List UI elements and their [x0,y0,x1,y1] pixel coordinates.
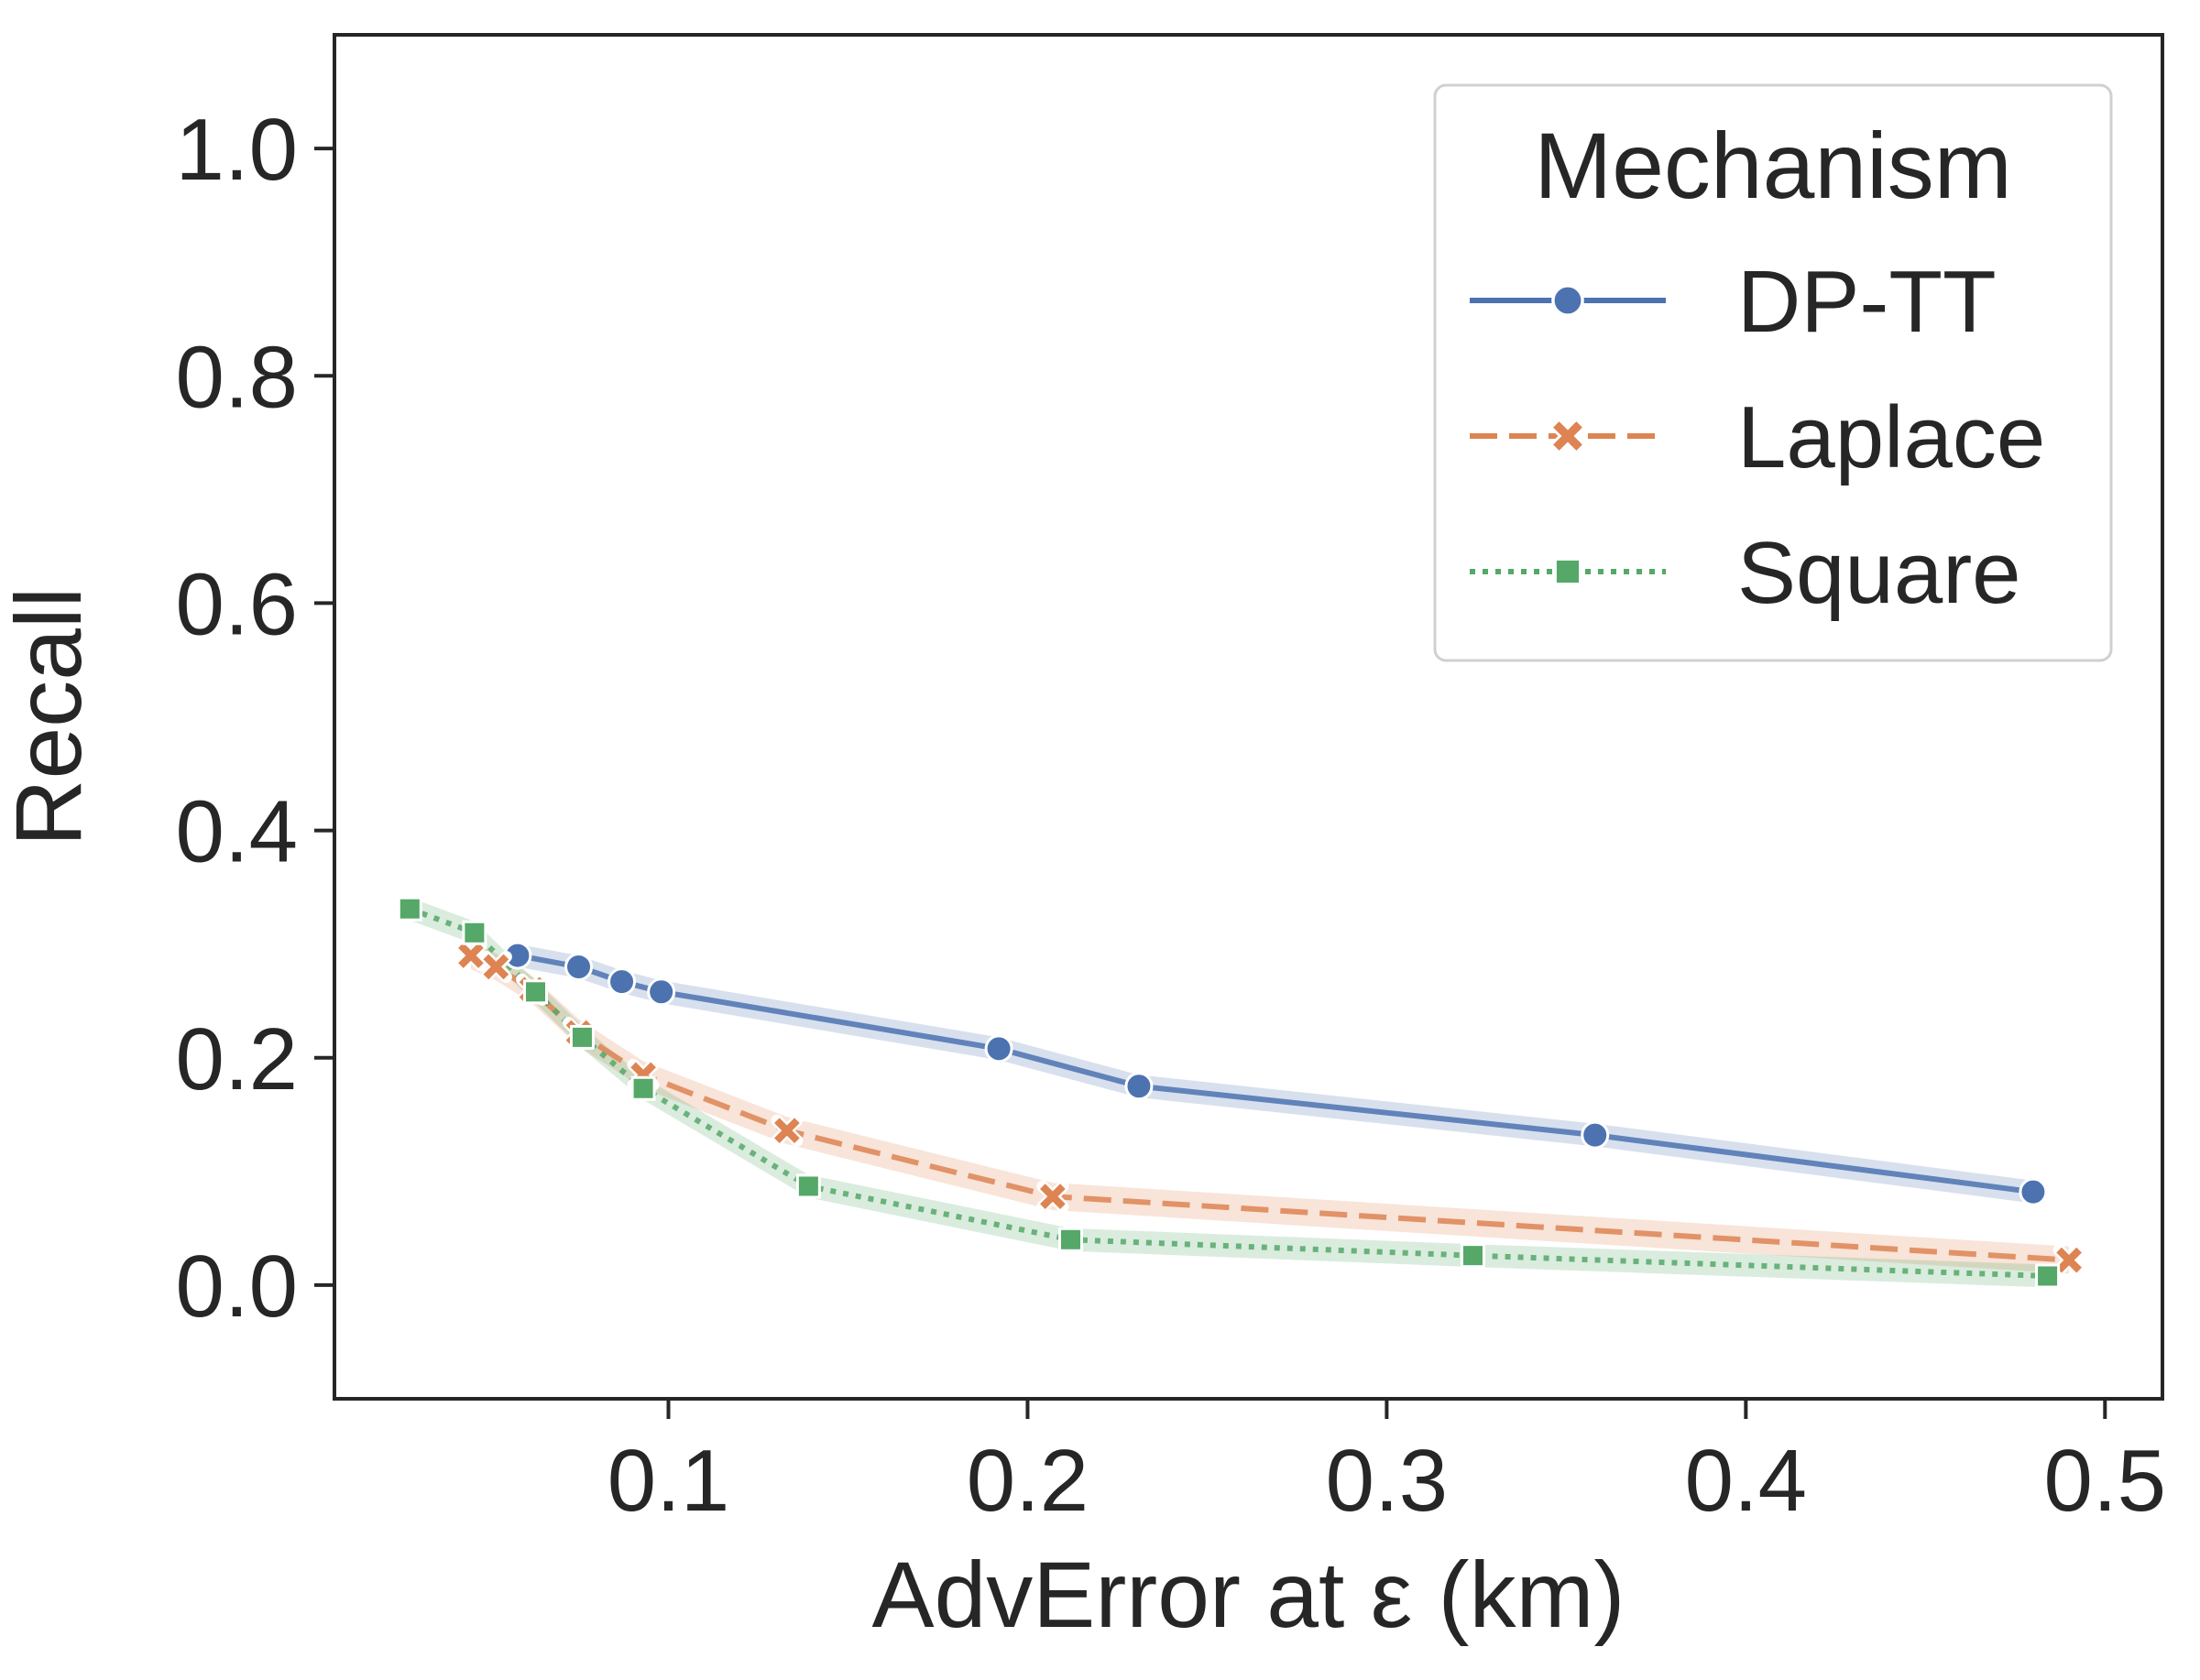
legend: Mechanism DP-TT Laplace Square [1433,83,2113,662]
x-tick-label: 0.5 [2044,1432,2166,1530]
x-tick-label: 0.2 [967,1432,1089,1530]
data-point [397,896,422,922]
legend-items: DP-TT Laplace Square [1470,253,2045,622]
legend-item: DP-TT [1470,253,1997,351]
legend-item: Laplace [1470,388,2045,486]
y-tick-label: 0.4 [176,783,298,881]
y-tick-label: 0.8 [176,328,298,426]
series-markers [397,896,2085,1289]
data-point [2019,1177,2048,1206]
legend-label: Square [1737,524,2021,622]
legend-marker [1551,284,1584,317]
legend-marker [1553,557,1582,586]
data-point [795,1173,821,1199]
legend-box [1433,83,2113,662]
x-tick-label: 0.4 [1685,1432,1807,1530]
plot-area-frame [333,33,2164,1401]
x-tick-label: 0.3 [1326,1432,1448,1530]
y-axis-ticks: 0.0 0.2 0.4 0.6 0.8 1.0 [176,101,334,1336]
data-point [1581,1120,1610,1150]
band-1 [470,942,2070,1274]
legend-label: Laplace [1737,388,2045,486]
data-point [1124,1072,1154,1101]
x-axis-ticks: 0.1 0.2 0.3 0.4 0.5 [607,1399,2166,1530]
legend-item: Square [1470,524,2021,622]
data-point [522,979,548,1005]
data-point [647,977,676,1007]
x-tick-label: 0.1 [607,1432,729,1530]
data-point [564,952,594,981]
y-tick-label: 1.0 [176,101,298,199]
series-line-1 [469,953,2070,1263]
data-point [569,1024,595,1050]
data-point [479,950,512,983]
legend-title: Mechanism [1534,114,2012,218]
data-point [2035,1263,2061,1289]
x-axis-label: AdvError at ε (km) [872,1543,1625,1647]
data-point [454,939,487,972]
data-point [1057,1227,1083,1252]
data-point [1036,1180,1069,1213]
data-point [1460,1243,1485,1269]
data-point [984,1034,1013,1064]
confidence-bands [410,897,2070,1288]
y-tick-label: 0.2 [176,1010,298,1108]
y-tick-label: 0.0 [176,1238,298,1336]
legend-marker [1549,417,1587,455]
data-point [630,1075,656,1101]
band-0 [517,944,2033,1204]
y-tick-label: 0.6 [176,555,298,653]
data-point [607,967,637,997]
data-point [2052,1244,2085,1277]
y-axis-label: Recall [0,587,101,846]
data-point [771,1114,804,1147]
legend-label: DP-TT [1737,253,1997,351]
data-point [462,920,487,945]
